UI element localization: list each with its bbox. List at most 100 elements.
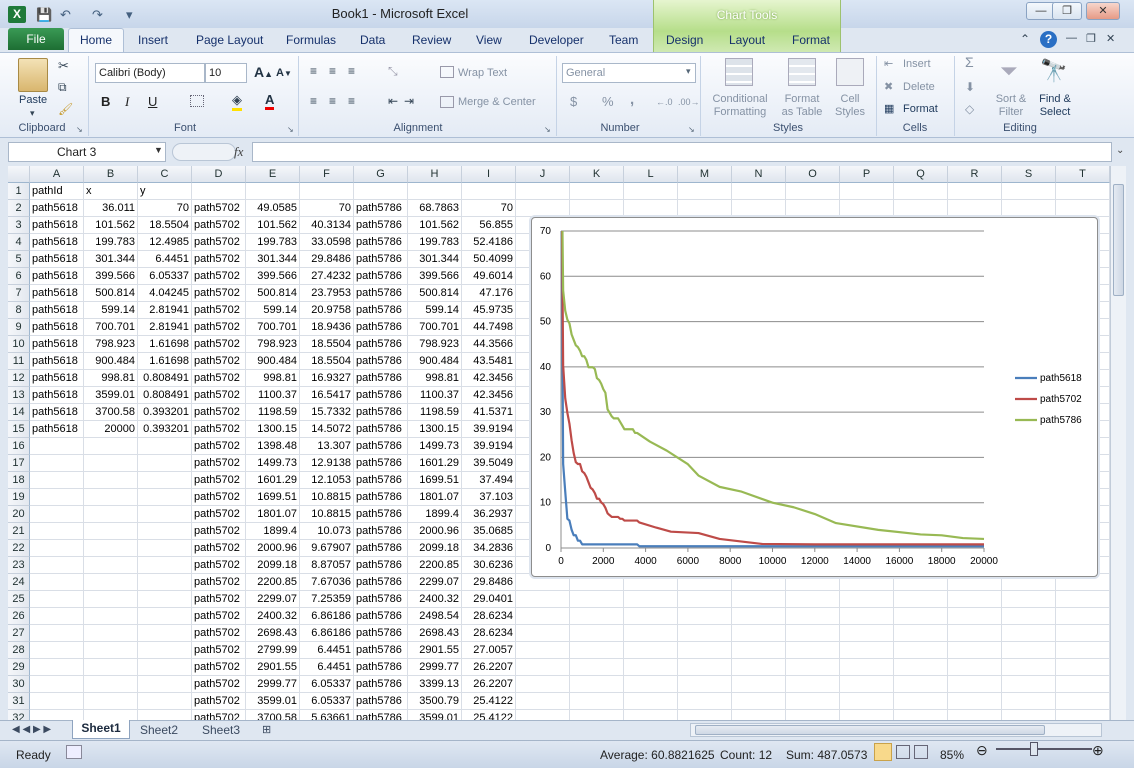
cell[interactable]: path5786 (356, 355, 402, 367)
cell[interactable]: path5702 (194, 559, 240, 571)
cell[interactable]: path5702 (194, 389, 240, 401)
cell[interactable]: 2099.18 (419, 542, 459, 554)
cell[interactable]: path5786 (356, 389, 402, 401)
delete-cells-button[interactable]: Delete (903, 81, 935, 93)
expand-formula-bar-icon[interactable]: ⌄ (1116, 145, 1125, 156)
cell[interactable]: path5786 (356, 661, 402, 673)
cell[interactable]: 7.67036 (311, 576, 351, 588)
cell[interactable]: 900.484 (95, 355, 135, 367)
row-header[interactable]: 20 (8, 506, 30, 523)
cell[interactable]: 700.701 (419, 321, 459, 333)
grow-font-icon[interactable]: A▲ (254, 64, 274, 80)
cell[interactable]: 3500.79 (419, 695, 459, 707)
tab-format[interactable]: Format (792, 33, 831, 47)
normal-view-icon[interactable] (874, 743, 892, 761)
cell[interactable]: 26.2207 (473, 661, 513, 673)
orientation-icon[interactable]: ⤡ (388, 64, 398, 78)
cell[interactable]: path5786 (356, 304, 402, 316)
cell[interactable]: 3599.01 (419, 712, 459, 720)
cell[interactable]: path5702 (194, 457, 240, 469)
horizontal-scroll-thumb[interactable] (695, 725, 1045, 735)
cell[interactable]: 39.5049 (473, 457, 513, 469)
cell[interactable]: path5786 (356, 610, 402, 622)
cell[interactable]: 47.176 (479, 287, 513, 299)
cell[interactable]: 18.5504 (149, 219, 189, 231)
cell[interactable]: 2901.55 (257, 661, 297, 673)
cell[interactable]: path5786 (356, 559, 402, 571)
column-header[interactable]: D (192, 166, 246, 183)
cell[interactable]: path5702 (194, 372, 240, 384)
cell[interactable]: pathId (32, 185, 63, 197)
workbook-minimize-icon[interactable]: — (1066, 32, 1077, 44)
cell[interactable]: path5702 (194, 491, 240, 503)
number-format-box[interactable]: General (562, 63, 696, 83)
row-header[interactable]: 6 (8, 268, 30, 285)
borders-icon[interactable] (190, 95, 204, 107)
cell[interactable]: 16.9327 (311, 372, 351, 384)
cell[interactable]: path5618 (32, 236, 78, 248)
cell[interactable]: 1100.37 (258, 389, 297, 401)
cell[interactable]: 28.6234 (473, 627, 513, 639)
vertical-align-icons[interactable]: ≡≡≡ (310, 64, 368, 78)
clipboard-launcher-icon[interactable]: ↘ (76, 125, 83, 134)
column-header[interactable]: L (624, 166, 678, 183)
cut-icon[interactable]: ✂ (58, 58, 69, 73)
workbook-restore-icon[interactable]: ❐ (1086, 33, 1096, 45)
cell[interactable]: 2200.85 (419, 559, 459, 571)
cell[interactable]: 37.494 (479, 474, 513, 486)
row-header[interactable]: 17 (8, 455, 30, 472)
cell[interactable]: 42.3456 (473, 389, 513, 401)
vertical-scrollbar[interactable] (1110, 166, 1126, 720)
cell[interactable]: 29.0401 (473, 593, 513, 605)
column-header[interactable]: B (84, 166, 138, 183)
cell[interactable]: path5786 (356, 236, 402, 248)
fill-color-icon[interactable]: ◈ (232, 92, 242, 111)
cell[interactable]: 6.86186 (311, 627, 351, 639)
cell[interactable]: 101.562 (95, 219, 135, 231)
cell[interactable]: path5786 (356, 457, 402, 469)
cell[interactable]: path5786 (356, 712, 402, 720)
cell[interactable]: 1801.07 (419, 491, 459, 503)
cell[interactable]: path5618 (32, 202, 78, 214)
cell[interactable]: 399.566 (419, 270, 459, 282)
row-header[interactable]: 5 (8, 251, 30, 268)
horizontal-scrollbar[interactable] (690, 723, 1102, 737)
cell-styles-icon[interactable] (836, 58, 864, 86)
cell[interactable]: path5786 (356, 440, 402, 452)
zoom-level[interactable]: 85% (940, 748, 965, 762)
cell[interactable]: 798.923 (95, 338, 135, 350)
cell[interactable]: path5702 (194, 695, 240, 707)
cell[interactable]: 500.814 (419, 287, 459, 299)
cell[interactable]: 6.05337 (311, 678, 351, 690)
cell[interactable]: path5618 (32, 219, 78, 231)
insert-function-button[interactable]: fx (234, 144, 244, 159)
cell[interactable]: 1801.07 (257, 508, 297, 520)
cell[interactable]: 5.63661 (311, 712, 351, 720)
merge-center-button[interactable]: Merge & Center (458, 96, 536, 108)
font-name-box[interactable]: Calibri (Body) (95, 63, 205, 83)
cell[interactable]: 70 (176, 202, 189, 214)
cell[interactable]: 6.4451 (317, 644, 351, 656)
workbook-close-icon[interactable]: ✕ (1106, 33, 1116, 45)
cell[interactable]: 798.923 (419, 338, 459, 350)
cell[interactable]: 29.8486 (311, 253, 351, 265)
paste-button[interactable]: Paste (19, 94, 48, 106)
cell[interactable]: 20.9758 (311, 304, 351, 316)
customize-qat-icon[interactable]: ▾ (126, 7, 133, 22)
cell[interactable]: 30.6236 (473, 559, 513, 571)
cell[interactable]: 199.783 (419, 236, 459, 248)
cell[interactable]: 0.393201 (143, 423, 189, 435)
cell[interactable]: 20000 (104, 423, 135, 435)
cell[interactable]: 43.5481 (473, 355, 513, 367)
cell[interactable]: 34.2836 (473, 542, 513, 554)
cell[interactable]: path5786 (356, 627, 402, 639)
cell[interactable]: path5702 (194, 678, 240, 690)
cell[interactable]: 2901.55 (419, 644, 459, 656)
cell[interactable]: 3399.13 (419, 678, 459, 690)
undo-icon[interactable]: ↶ (60, 7, 71, 22)
cell[interactable]: 6.86186 (311, 610, 351, 622)
currency-button[interactable]: $ (570, 94, 578, 109)
cell[interactable]: 700.701 (95, 321, 135, 333)
tab-layout[interactable]: Layout (729, 33, 766, 47)
cell[interactable]: 37.103 (479, 491, 513, 503)
